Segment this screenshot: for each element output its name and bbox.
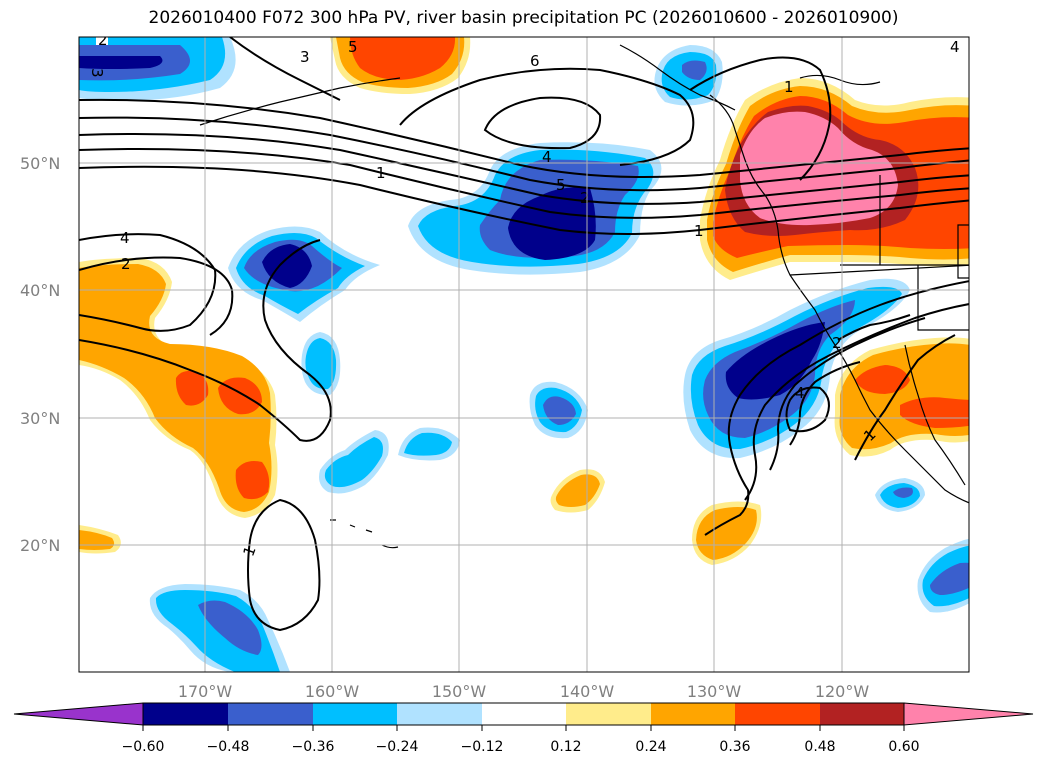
colorbar-segment <box>482 703 566 725</box>
longitude-labels: 170°W 160°W 150°W 140°W 130°W 120°W <box>178 682 870 701</box>
colorbar-segment <box>651 703 735 725</box>
colorbar-tick-label: −0.48 <box>207 739 250 755</box>
colorbar-segment <box>735 703 820 725</box>
pv-contour-label: 1 <box>694 222 704 240</box>
colorbar-tick-label: 0.12 <box>550 739 581 755</box>
lon-label: 140°W <box>560 682 615 701</box>
lat-label: 50°N <box>20 154 60 173</box>
pv-contour-label: 4 <box>950 38 960 56</box>
colorbar-tick-label: −0.36 <box>292 739 335 755</box>
colorbar-tick-label: −0.12 <box>461 739 504 755</box>
lon-label: 130°W <box>687 682 742 701</box>
pv-contour-label: 6 <box>530 52 540 70</box>
lon-label: 170°W <box>178 682 233 701</box>
lon-label: 160°W <box>305 682 360 701</box>
gridlines <box>79 37 969 672</box>
colorbar-tick-label: 0.60 <box>888 739 919 755</box>
latitude-labels: 50°N 40°N 30°N 20°N <box>20 154 60 555</box>
pv-contour-label: 2 <box>121 255 131 273</box>
pv-contour-label: 2 <box>580 189 590 207</box>
colorbar-segment <box>228 703 313 725</box>
pv-contour-label: 5 <box>556 176 566 194</box>
lat-label: 30°N <box>20 409 60 428</box>
pv-contour-label: 2 <box>832 334 842 352</box>
colorbar-segment <box>820 703 904 725</box>
pv-contours <box>79 37 969 632</box>
pv-contour-label: 4 <box>795 384 805 402</box>
pv-contour-label: 3 <box>88 68 106 78</box>
colorbar-tick-label: 0.48 <box>804 739 835 755</box>
positive-precip-regions <box>79 37 969 565</box>
pv-contour-label: 1 <box>784 78 794 96</box>
pv-contour-label: 4 <box>120 229 130 247</box>
colorbar-segment <box>143 703 228 725</box>
colorbar-segment <box>313 703 397 725</box>
colorbar: −0.60 −0.48 −0.36 −0.24 −0.12 0.12 0.24 … <box>13 702 1034 755</box>
lon-label: 150°W <box>432 682 487 701</box>
pv-contour-label: 4 <box>542 148 552 166</box>
colorbar-tick-label: 0.36 <box>719 739 750 755</box>
colorbar-segment <box>397 703 482 725</box>
colorbar-max-extension <box>903 702 1034 726</box>
coastlines <box>199 44 969 549</box>
pv-contour-label: 3 <box>300 48 310 66</box>
pv-contour-label: 2 <box>98 31 108 49</box>
colorbar-min-extension <box>13 702 144 726</box>
map-title: 2026010400 F072 300 hPa PV, river basin … <box>148 8 899 28</box>
colorbar-segment <box>566 703 651 725</box>
lon-label: 120°W <box>815 682 870 701</box>
lat-label: 20°N <box>20 536 60 555</box>
colorbar-tick-label: 0.24 <box>635 739 666 755</box>
pv-contour-label: 1 <box>376 164 386 182</box>
map-frame <box>78 36 970 673</box>
pv-contour-label: 5 <box>348 38 358 56</box>
lat-label: 40°N <box>20 281 60 300</box>
map-layers: 2 3 3 5 6 4 5 2 1 1 4 2 1 2 4 1 1 4 <box>79 31 969 672</box>
colorbar-tick-label: −0.24 <box>376 739 419 755</box>
colorbar-tick-label: −0.60 <box>122 739 165 755</box>
